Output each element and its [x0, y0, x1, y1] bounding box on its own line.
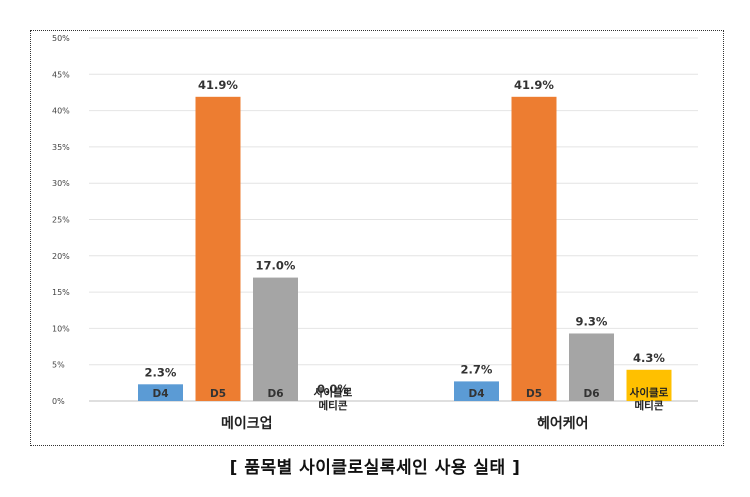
y-tick-label: 20% [52, 252, 70, 261]
y-tick-label: 5% [52, 361, 65, 370]
chart-caption: [ 품목별 사이클로실록세인 사용 실태 ] [229, 458, 521, 478]
category-label: D6 [267, 388, 283, 400]
data-label: 0.0% [317, 382, 349, 396]
bar [253, 277, 298, 401]
bar [454, 381, 499, 401]
bar [569, 333, 614, 401]
y-tick-label: 45% [52, 70, 70, 79]
y-tick-label: 40% [52, 107, 70, 116]
group-label: 메이크업 [221, 415, 273, 432]
data-label: 2.3% [145, 365, 177, 379]
category-label: 사이클로 [314, 386, 353, 399]
bar [195, 96, 241, 401]
bar-chart: 0% 5% 10% 15% 20% 25% 30% 35% 40% 45% 50% 2.3% D4 41.… [52, 34, 698, 432]
data-label: 9.3% [576, 314, 608, 328]
category-label: D4 [468, 388, 484, 400]
data-label: 2.7% [461, 362, 493, 376]
y-tick-label: 50% [52, 34, 70, 43]
chart-frame [30, 30, 724, 446]
y-tick-label: 0% [52, 397, 65, 406]
y-tick-label: 30% [52, 179, 70, 188]
category-label: D4 [152, 388, 168, 400]
category-label: 사이클로 [630, 386, 669, 399]
bar [511, 96, 557, 401]
data-label: 41.9% [198, 78, 238, 92]
bar [626, 369, 672, 401]
y-tick-label: 35% [52, 143, 70, 152]
category-label: D5 [210, 388, 226, 400]
data-label: 4.3% [633, 351, 665, 365]
category-label: D5 [526, 388, 542, 400]
data-label: 17.0% [256, 259, 296, 273]
bar [138, 384, 183, 401]
category-label: D6 [583, 388, 599, 400]
y-tick-label: 10% [52, 324, 70, 333]
y-tick-label: 15% [52, 288, 70, 297]
group-label: 헤어케어 [537, 415, 589, 432]
data-label: 41.9% [514, 78, 554, 92]
category-label: 메티콘 [635, 399, 664, 412]
y-tick-label: 25% [52, 216, 70, 225]
category-label: 메티콘 [319, 399, 348, 412]
